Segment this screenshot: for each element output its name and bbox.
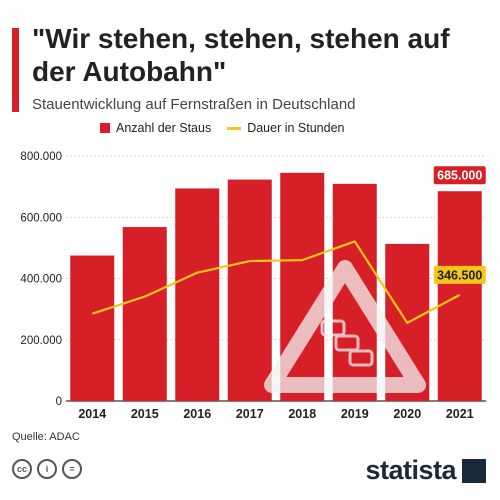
license-icons: cc i = — [12, 459, 87, 479]
chart-title: "Wir stehen, stehen, stehen auf der Auto… — [32, 22, 482, 88]
x-tick-label: 2020 — [393, 407, 421, 421]
legend-label-dauer: Dauer in Stunden — [247, 121, 344, 135]
y-tick-label: 400.000 — [20, 274, 62, 286]
title-accent-bar — [12, 28, 19, 112]
data-label: 346.500 — [437, 268, 482, 282]
x-tick-label: 2021 — [446, 407, 474, 421]
x-tick-label: 2019 — [341, 407, 369, 421]
statista-logo[interactable]: statista — [365, 455, 486, 486]
x-tick-label: 2015 — [131, 407, 159, 421]
attribution-icon[interactable]: i — [37, 459, 57, 479]
no-derivatives-icon[interactable]: = — [62, 459, 82, 479]
bar — [123, 227, 167, 401]
x-tick-label: 2016 — [183, 407, 211, 421]
y-tick-label: 200.000 — [20, 335, 62, 347]
source-note: Quelle: ADAC — [12, 431, 80, 443]
x-tick-label: 2014 — [78, 407, 106, 421]
chart-subtitle: Stauentwicklung auf Fernstraßen in Deuts… — [32, 96, 356, 113]
x-tick-label: 2018 — [288, 407, 316, 421]
brand-name: statista — [365, 455, 456, 486]
legend-item-dauer: Dauer in Stunden — [227, 121, 344, 135]
chart-plot: 0 200.000 400.000 600.000 800.000 2014 2015 201… — [0, 140, 500, 422]
bar — [175, 188, 219, 401]
legend-swatch-line — [227, 127, 241, 130]
legend-item-staus: Anzahl der Staus — [100, 121, 211, 135]
brand-mark-icon — [462, 459, 486, 483]
y-tick-label: 800.000 — [20, 151, 62, 163]
x-tick-label: 2017 — [236, 407, 264, 421]
y-tick-label: 600.000 — [20, 212, 62, 224]
chart-legend: Anzahl der Staus Dauer in Stunden — [100, 121, 361, 135]
bar — [70, 256, 114, 401]
legend-swatch-bar — [100, 123, 110, 133]
creative-commons-icon[interactable]: cc — [12, 459, 32, 479]
legend-label-staus: Anzahl der Staus — [116, 121, 211, 135]
bar — [228, 180, 272, 401]
data-label: 685.000 — [437, 169, 482, 183]
y-tick-label: 0 — [56, 396, 62, 408]
